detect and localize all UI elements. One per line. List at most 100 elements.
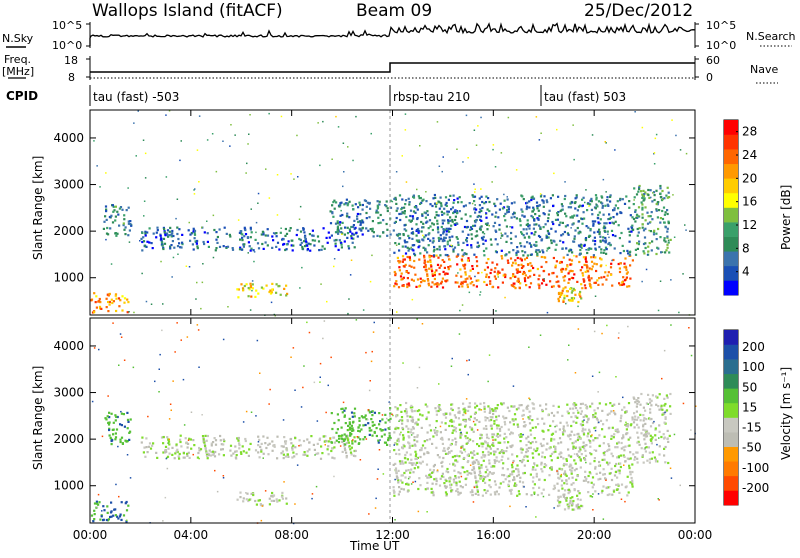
power-region-2-cell bbox=[244, 233, 248, 236]
power-noise-cell bbox=[405, 181, 408, 183]
power-region-6-cell bbox=[513, 215, 516, 219]
velocity-region-5-cell bbox=[589, 462, 592, 465]
velocity-region-6-cell bbox=[573, 459, 576, 462]
power-region-5-cell bbox=[423, 265, 426, 269]
velocity-region-5-cell bbox=[515, 467, 518, 471]
colorbar-cell bbox=[724, 236, 738, 252]
velocity-region-5-cell bbox=[400, 487, 403, 490]
velocity-region-4-cell bbox=[360, 428, 363, 431]
power-region-3-cell bbox=[269, 289, 272, 292]
power-region-6-cell bbox=[595, 196, 598, 199]
velocity-region-2-cell bbox=[345, 454, 348, 458]
power-region-6-cell bbox=[466, 243, 469, 247]
velocity-region-4-cell bbox=[371, 434, 374, 437]
power-region-2-cell bbox=[196, 239, 199, 243]
velocity-region-5-cell bbox=[402, 488, 405, 491]
velocity-region-4-cell bbox=[363, 416, 366, 419]
power-region-4-cell bbox=[385, 205, 388, 208]
velocity-region-6-cell bbox=[560, 455, 563, 458]
velocity-region-6-cell bbox=[435, 420, 438, 423]
power-region-6-cell bbox=[619, 199, 622, 202]
velocity-region-6-cell bbox=[574, 415, 577, 419]
velocity-region-6-cell bbox=[477, 460, 480, 463]
velocity-region-3-cell bbox=[252, 492, 255, 495]
velocity-region-8-cell bbox=[654, 428, 657, 431]
power-region-6-cell bbox=[537, 218, 540, 221]
power-region-6-cell bbox=[445, 201, 448, 205]
velocity-region-6-cell bbox=[596, 418, 599, 421]
power-region-5-cell bbox=[418, 258, 421, 261]
velocity-region-4-cell bbox=[353, 415, 356, 418]
velocity-region-6-cell bbox=[614, 413, 617, 416]
velocity-region-5-cell bbox=[516, 474, 519, 478]
velocity-noise-cell bbox=[536, 449, 539, 452]
power-region-8-cell bbox=[663, 239, 666, 242]
power-region-6-cell bbox=[481, 200, 484, 204]
velocity-region-5-cell bbox=[428, 476, 431, 479]
power-region-5-cell bbox=[455, 255, 458, 258]
velocity-region-0-cell bbox=[93, 518, 96, 521]
velocity-region-2-cell bbox=[313, 448, 316, 451]
velocity-region-6-cell bbox=[540, 444, 543, 448]
velocity-noise-cell bbox=[690, 429, 692, 431]
power-noise-cell bbox=[608, 236, 610, 239]
velocity-region-6-cell bbox=[448, 451, 451, 454]
power-region-5-cell bbox=[393, 270, 396, 274]
power-region-6-cell bbox=[538, 214, 541, 218]
power-region-6-cell bbox=[582, 196, 585, 199]
power-noise-cell bbox=[150, 303, 153, 305]
velocity-region-2-cell bbox=[282, 453, 285, 456]
power-noise-cell bbox=[200, 307, 202, 310]
power-region-5-cell bbox=[415, 285, 418, 288]
velocity-region-2-cell bbox=[273, 445, 276, 448]
power-region-5-cell bbox=[600, 276, 603, 279]
power-region-6-cell bbox=[441, 213, 444, 216]
velocity-region-2-cell bbox=[179, 438, 182, 441]
power-region-2-cell bbox=[216, 235, 219, 239]
velocity-region-5-cell bbox=[510, 488, 513, 491]
velocity-region-8-cell bbox=[633, 397, 636, 400]
power-region-6-cell bbox=[606, 230, 609, 233]
velocity-noise-cell bbox=[381, 414, 384, 416]
velocity-region-6-cell bbox=[494, 410, 497, 413]
velocity-noise-cell bbox=[172, 380, 174, 382]
velocity-region-1-cell bbox=[126, 411, 129, 414]
velocity-region-5-cell bbox=[507, 484, 510, 488]
power-region-6-cell bbox=[487, 197, 490, 200]
velocity-region-5-cell bbox=[613, 474, 617, 477]
velocity-region-6-cell bbox=[431, 442, 434, 445]
power-region-6-cell bbox=[438, 201, 441, 204]
velocity-region-5-cell bbox=[414, 463, 417, 466]
velocity-region-3-cell bbox=[259, 504, 263, 507]
power-region-8-cell bbox=[656, 203, 659, 206]
velocity-noise-cell bbox=[259, 372, 261, 374]
power-region-5-cell bbox=[593, 262, 596, 265]
power-region-6-cell bbox=[603, 222, 606, 225]
power-region-7-cell bbox=[559, 291, 562, 294]
velocity-region-5-cell bbox=[480, 466, 483, 469]
velocity-region-4-cell bbox=[330, 441, 333, 444]
velocity-region-6-cell bbox=[488, 462, 491, 465]
power-region-5-cell bbox=[398, 269, 401, 272]
velocity-region-6-cell bbox=[578, 435, 581, 438]
velocity-noise-cell bbox=[186, 336, 189, 338]
power-region-6-cell bbox=[594, 207, 597, 210]
velocity-region-4-cell bbox=[340, 407, 343, 411]
velocity-region-5-cell bbox=[493, 491, 496, 494]
velocity-region-2-cell bbox=[291, 447, 294, 450]
velocity-region-5-cell bbox=[408, 476, 411, 479]
velocity-region-2-cell bbox=[332, 436, 335, 439]
velocity-region-5-cell bbox=[587, 474, 590, 478]
power-region-6-cell bbox=[586, 209, 589, 212]
power-region-1-cell bbox=[123, 214, 126, 217]
velocity-region-4-cell bbox=[351, 442, 354, 445]
velocity-region-5-cell bbox=[432, 465, 435, 468]
velocity-region-5-cell bbox=[432, 491, 435, 494]
power-region-6-cell bbox=[406, 246, 409, 249]
velocity-region-1-cell bbox=[108, 427, 111, 430]
velocity-region-5-cell bbox=[392, 486, 395, 489]
velocity-region-6-cell bbox=[408, 446, 411, 449]
power-region-5-cell bbox=[606, 274, 609, 277]
power-noise-cell bbox=[653, 153, 655, 155]
velocity-region-2-cell bbox=[212, 452, 215, 455]
